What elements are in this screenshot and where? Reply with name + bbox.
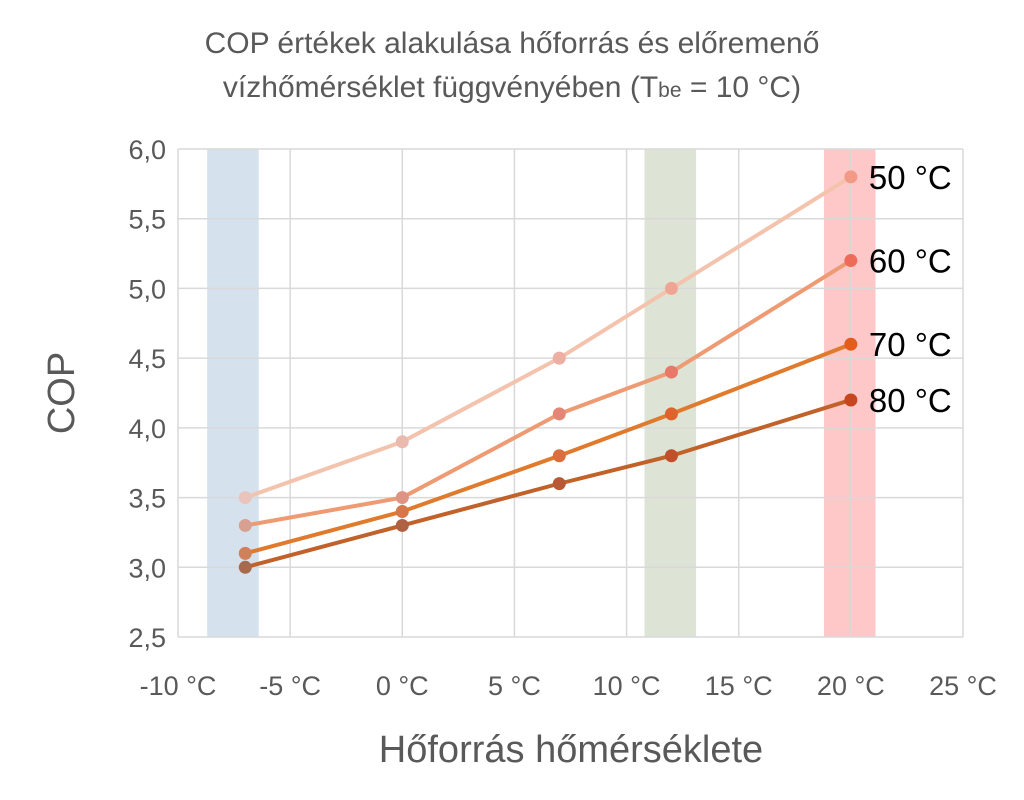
y-axis-title: COP [41,352,83,434]
data-point-50-c [664,281,678,295]
highlight-band-2 [644,149,697,637]
data-point-80-c [395,518,409,532]
chart-title-line-1: COP értékek alakulása hőforrás és előrem… [204,27,820,60]
y-tick-label: 2,5 [128,623,166,653]
y-tick-label: 3,5 [128,484,166,514]
x-tick-label: 20 °C [817,671,885,701]
data-point-60-c [552,407,566,421]
data-point-70-c [552,449,566,463]
gridlines [177,148,964,638]
y-tick-label: 5,0 [128,274,166,304]
y-tick-label: 6,0 [128,135,166,165]
data-point-60-c [395,491,409,505]
x-tick-label: 15 °C [705,671,773,701]
data-point-80-c [238,560,252,574]
data-point-70-c [664,407,678,421]
x-tick-label: 10 °C [593,671,661,701]
x-tick-label: 25 °C [929,671,997,701]
y-tick-label: 5,5 [128,205,166,235]
highlight-band-3 [823,149,876,637]
x-tick-label: -5 °C [259,671,321,701]
series-line-70-c [243,342,853,556]
data-point-60-c [664,365,678,379]
data-point-50-c [552,351,566,365]
chart-title-line-2: vízhőmérséklet függvényében (Tbe = 10 °C… [0,66,1024,113]
series-label-80-c: 80 °C [869,382,952,419]
data-point-80-c [664,449,678,463]
data-point-60-c [238,518,252,532]
data-point-70-c [395,505,409,519]
data-point-80-c [552,477,566,491]
data-point-60-c [844,254,858,268]
y-tick-label: 4,0 [128,414,166,444]
chart-title-line-2-main: vízhőmérséklet függvényében (T [222,71,659,104]
series-lines [243,174,853,570]
x-tick-label: 0 °C [376,671,429,701]
chart-title-subscript: be [658,79,682,102]
series-markers [238,170,858,574]
data-point-70-c [844,337,858,351]
data-point-50-c [844,170,858,184]
data-point-80-c [844,393,858,407]
series-line-50-c [243,174,853,500]
chart-title-line-2-tail: = 10 °C) [681,71,802,104]
data-point-70-c [238,546,252,560]
chart-title: COP értékek alakulása hőforrás és előrem… [0,22,1024,113]
series-label-70-c: 70 °C [869,326,952,363]
tick-labels: 2,5 3,0 3,5 4,0 4,5 5,0 5,5 6,0 -10 °C -5 °C 0 °C 5… [128,135,996,701]
data-point-50-c [395,435,409,449]
x-tick-label: -10 °C [140,671,217,701]
x-tick-label: 5 °C [488,671,541,701]
series-label-50-c: 50 °C [869,159,952,196]
series-label-60-c: 60 °C [869,243,952,280]
series-labels: 50 °C 60 °C 70 °C 80 °C [869,159,952,419]
y-tick-label: 4,5 [128,344,166,374]
y-tick-label: 3,0 [128,553,166,583]
series-line-80-c [243,397,853,570]
data-point-50-c [238,491,252,505]
x-axis-title: Hőforrás hőmérséklete [379,729,763,771]
